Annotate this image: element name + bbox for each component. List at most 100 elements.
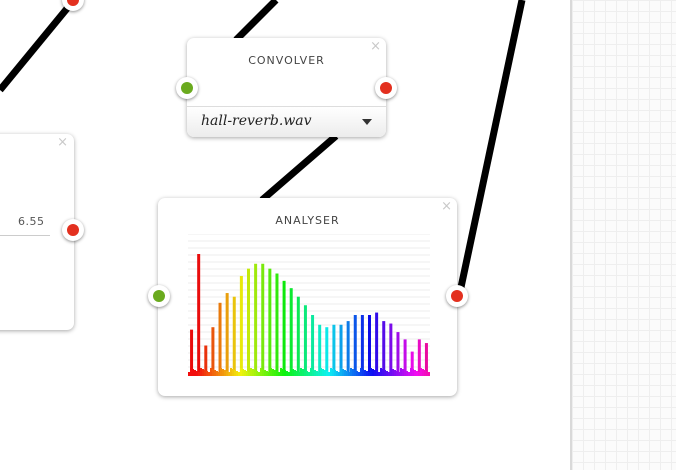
- spectrum-floor: [336, 371, 338, 376]
- spectrum-floor: [208, 372, 210, 376]
- spectrum-floor: [388, 372, 390, 376]
- analyser-node[interactable]: ANALYSER ×: [158, 198, 457, 396]
- spectrum-floor: [368, 372, 370, 376]
- spectrum-floor: [402, 369, 404, 376]
- spectrum-bar: [289, 288, 293, 376]
- spectrum-floor: [228, 372, 230, 376]
- spectrum-floor: [410, 368, 412, 376]
- spectrum-bar: [410, 351, 414, 376]
- spectrum-floor: [224, 370, 226, 376]
- spectrum-floor: [404, 370, 406, 376]
- left-node-output-port[interactable]: [62, 219, 84, 241]
- spectrum-floor: [268, 372, 270, 376]
- spectrum-floor: [258, 372, 260, 376]
- left-node[interactable]: × 6.55: [0, 134, 74, 330]
- spectrum-floor: [354, 370, 356, 376]
- spectrum-floor: [264, 370, 266, 376]
- spectrum-floor: [386, 371, 388, 376]
- spectrum-floor: [220, 368, 222, 376]
- spectrum-floor: [288, 372, 290, 376]
- spectrum-floor: [400, 368, 402, 376]
- spectrum-floor: [234, 370, 236, 376]
- spectrum-bar: [204, 345, 208, 376]
- analyser-input-port[interactable]: [148, 285, 170, 307]
- convolver-node[interactable]: CONVOLVER × hall-reverb.wav: [187, 38, 386, 137]
- spectrum-floor: [364, 370, 366, 376]
- spectrum-floor: [284, 370, 286, 376]
- impulse-select[interactable]: hall-reverb.wav: [187, 106, 386, 137]
- spectrum-floor: [318, 372, 320, 376]
- spectrum-floor: [250, 368, 252, 376]
- output-port-dot: [451, 290, 463, 302]
- spectrum-floor: [218, 372, 220, 376]
- spectrum-floor: [416, 371, 418, 376]
- wire-analyser-output[interactable]: [456, 0, 526, 293]
- spectrum-floor: [334, 370, 336, 376]
- spectrum-floor: [188, 372, 190, 376]
- spectrum-floor: [352, 369, 354, 376]
- wire-left-top[interactable]: [0, 0, 77, 93]
- analyser-output-port[interactable]: [446, 285, 468, 307]
- close-icon[interactable]: ×: [441, 199, 452, 214]
- spectrum-floor: [246, 371, 248, 376]
- spectrum-floor: [428, 372, 430, 376]
- spectrum-floor: [236, 371, 238, 376]
- param-value: 6.55: [18, 215, 45, 228]
- spectrum-bar: [389, 323, 393, 376]
- spectrum-floor: [302, 369, 304, 376]
- spectrum-floor: [424, 370, 426, 376]
- spectrum-floor: [314, 370, 316, 376]
- spectrum-floor: [240, 368, 242, 376]
- spectrum-floor: [394, 370, 396, 376]
- spectrum-floor: [376, 371, 378, 376]
- spectrum-floor: [262, 369, 264, 376]
- spectrum-floor: [342, 369, 344, 376]
- spectrum-floor: [260, 368, 262, 376]
- convolver-input-port[interactable]: [176, 77, 198, 99]
- spectrum-floor: [280, 368, 282, 376]
- spectrum-floor: [206, 371, 208, 376]
- spectrum-floor: [320, 368, 322, 376]
- spectrum-floor: [270, 368, 272, 376]
- close-icon[interactable]: ×: [370, 39, 381, 54]
- spectrum-floor: [398, 372, 400, 376]
- wire-top-convolver[interactable]: [233, 0, 279, 43]
- spectrum-floor: [362, 369, 364, 376]
- spectrum-floor: [346, 371, 348, 376]
- spectrum-floor: [330, 368, 332, 376]
- spectrum-floor: [356, 371, 358, 376]
- spectrum-floor: [192, 369, 194, 376]
- close-icon[interactable]: ×: [57, 135, 68, 150]
- top-left-output-port[interactable]: [62, 0, 84, 11]
- spectrum-floor: [254, 370, 256, 376]
- spectrum-floor: [286, 371, 288, 376]
- spectrum-bar: [190, 329, 194, 376]
- spectrum-floor: [406, 371, 408, 376]
- spectrum-floor: [248, 372, 250, 376]
- spectrum-floor: [198, 372, 200, 376]
- spectrum-floor: [358, 372, 360, 376]
- spectrum-floor: [332, 369, 334, 376]
- spectrum-bar: [261, 263, 265, 376]
- spectrum-bar: [353, 315, 357, 376]
- spectrum-floor: [382, 369, 384, 376]
- wire-convolver-analyser[interactable]: [259, 133, 339, 203]
- spectrum-bar: [218, 302, 222, 376]
- grid-side-panel[interactable]: [570, 0, 676, 470]
- spectrum-floor: [380, 368, 382, 376]
- output-port-dot: [67, 224, 79, 236]
- node-title: ANALYSER: [275, 214, 340, 227]
- spectrum-floor: [374, 370, 376, 376]
- param-slider-line[interactable]: [0, 235, 50, 236]
- spectrum-floor: [232, 369, 234, 376]
- spectrum-floor: [230, 368, 232, 376]
- spectrum-floor: [274, 370, 276, 376]
- spectrum-floor: [418, 372, 420, 376]
- spectrum-floor: [340, 368, 342, 376]
- convolver-output-port[interactable]: [375, 77, 397, 99]
- spectrum-bar: [424, 343, 428, 376]
- spectrum-floor: [338, 372, 340, 376]
- spectrum-bar: [268, 268, 272, 376]
- spectrum-bar: [332, 324, 336, 376]
